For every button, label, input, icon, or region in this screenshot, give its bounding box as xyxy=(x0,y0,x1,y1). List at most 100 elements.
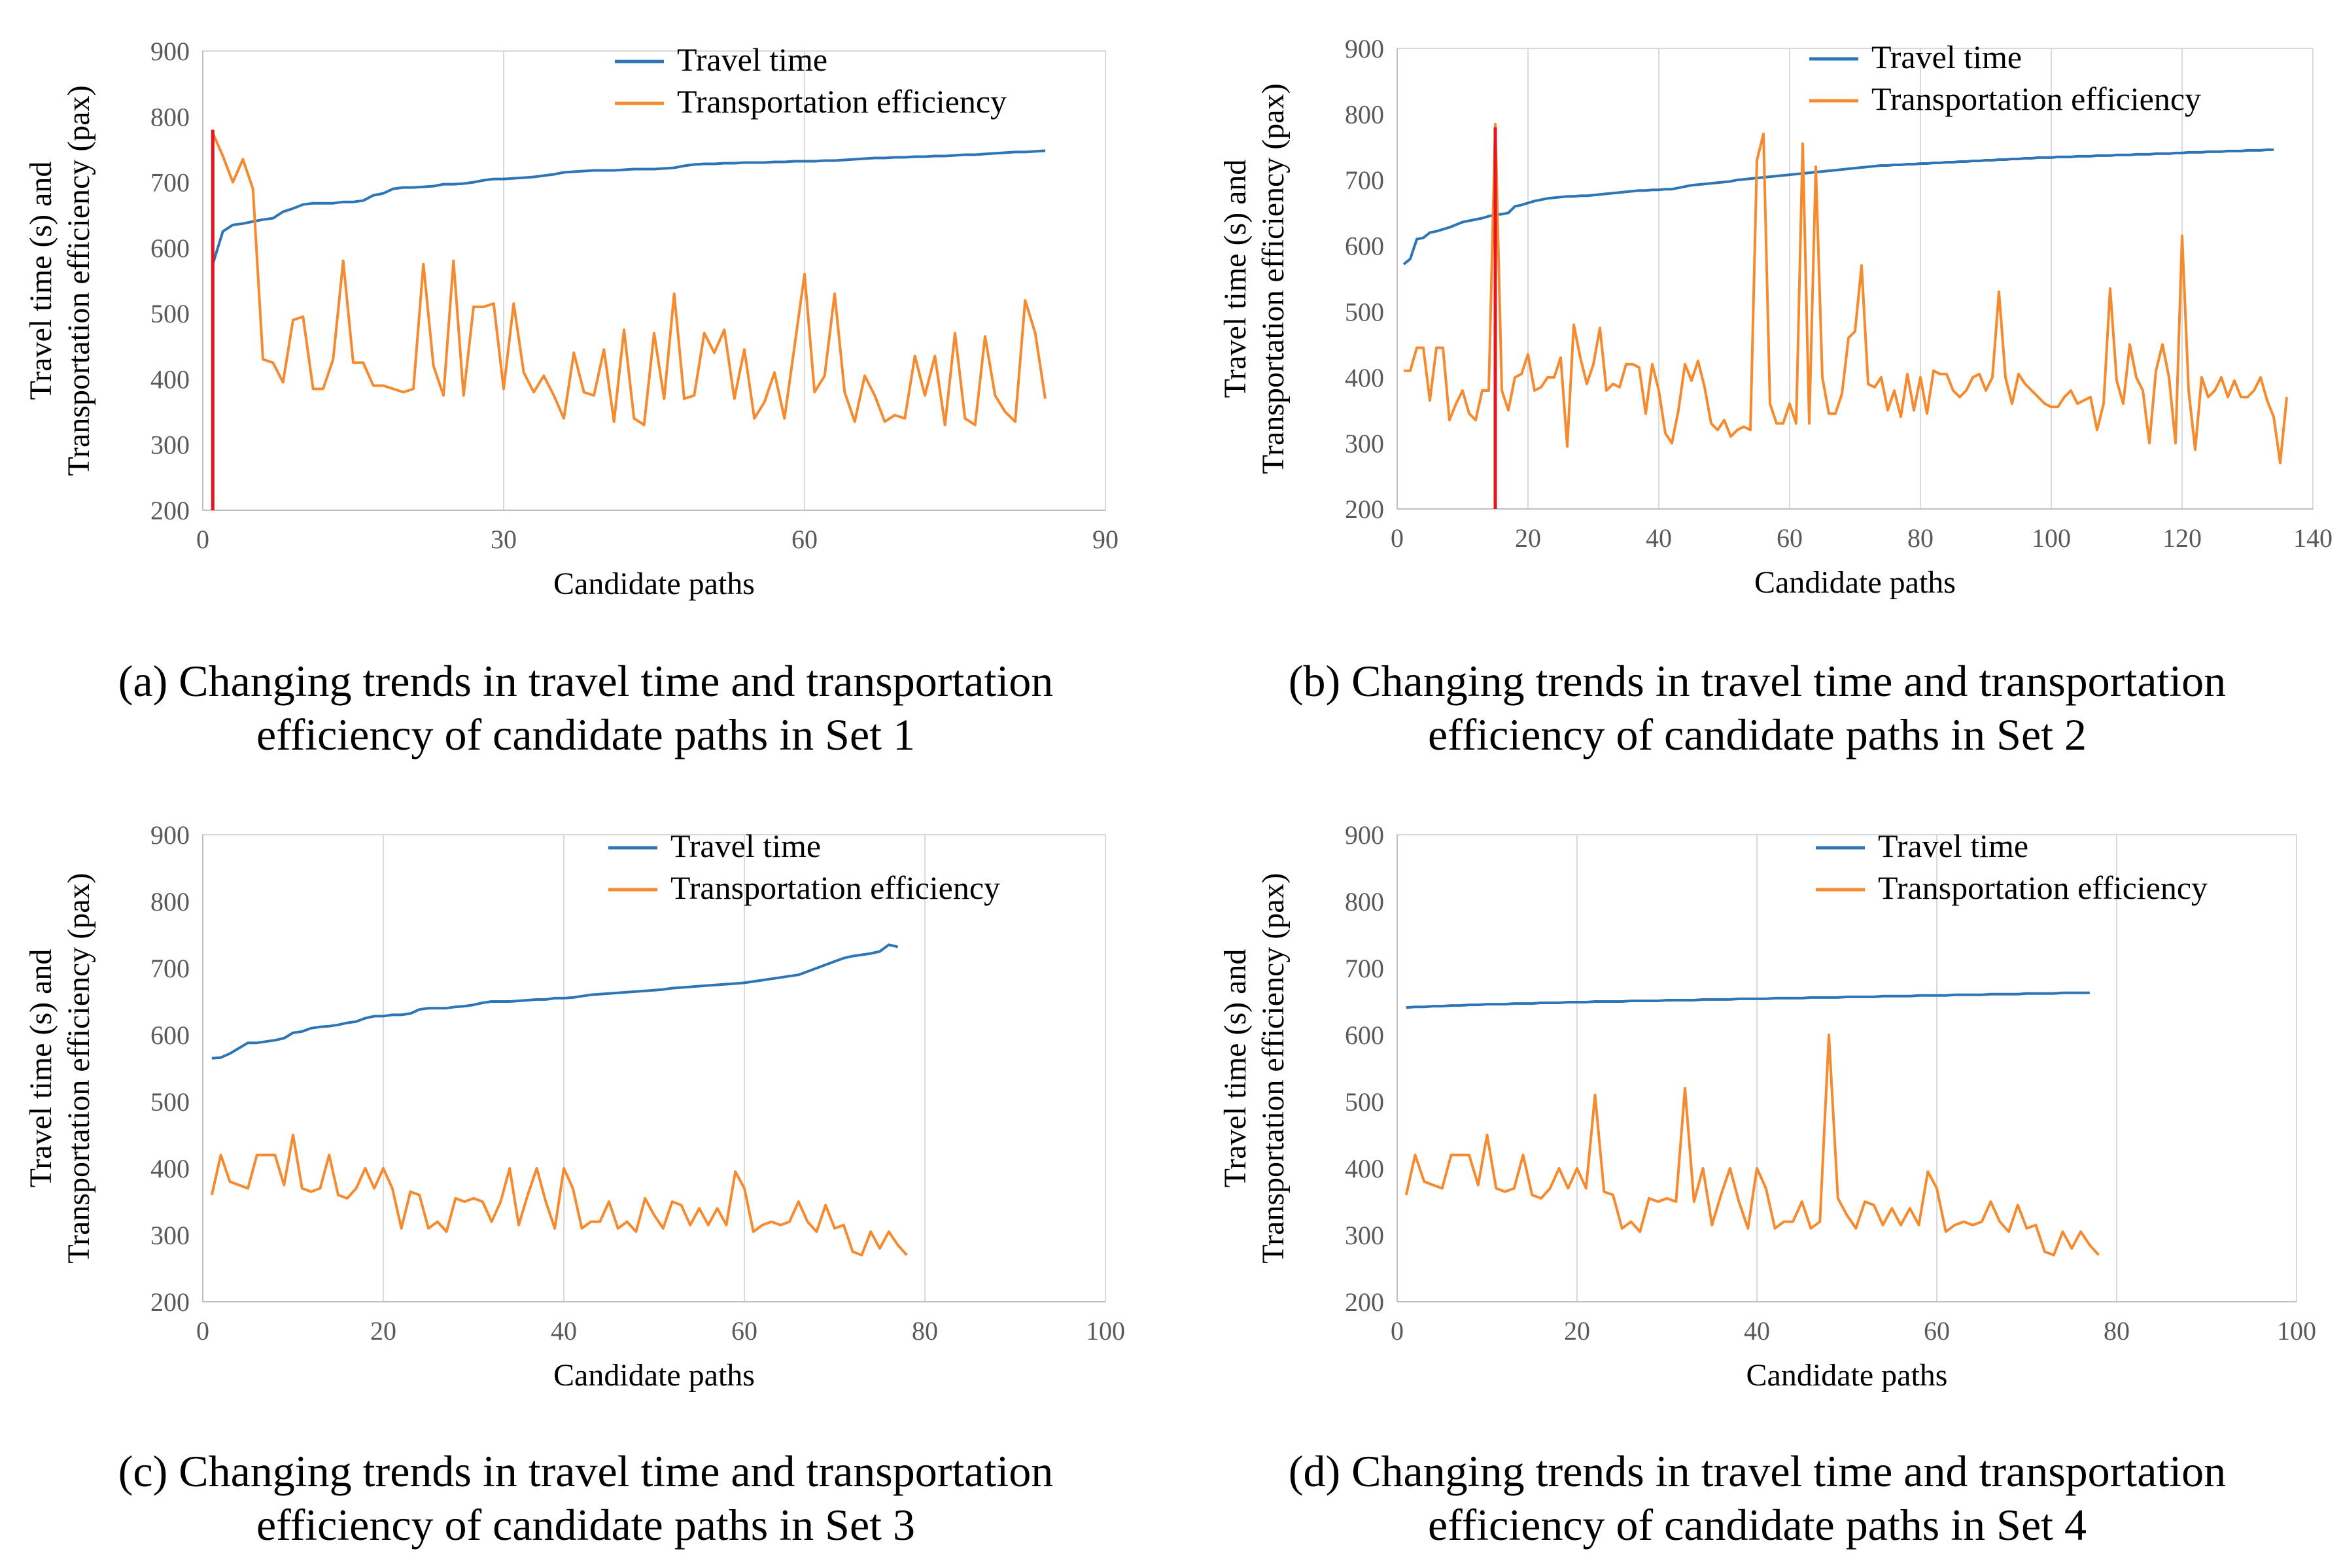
y-tick-label: 300 xyxy=(150,1221,190,1250)
y-tick-label: 600 xyxy=(1345,1020,1384,1050)
series-line-transportation-efficiency xyxy=(210,1134,908,1257)
x-tick-label: 100 xyxy=(2277,1316,2316,1346)
chart-caption-b-line1: (b) Changing trends in travel time and t… xyxy=(1288,656,2227,706)
y-tick-label: 600 xyxy=(1345,232,1384,261)
x-tick-label: 40 xyxy=(551,1316,577,1346)
y-tick-label: 400 xyxy=(150,1154,190,1183)
x-tick-label: 120 xyxy=(2162,523,2202,553)
legend-entry: Travel time xyxy=(1871,39,2022,75)
y-tick-label: 400 xyxy=(150,364,190,394)
chart-caption-c-line2: efficiency of candidate paths in Set 3 xyxy=(256,1500,916,1550)
series-line-travel-time xyxy=(211,149,1046,265)
series-line-transportation-efficiency xyxy=(211,132,1047,427)
y-axis-label-line: Travel time (s) and xyxy=(24,162,58,400)
y-tick-label: 800 xyxy=(150,887,190,916)
y-tick-label: 300 xyxy=(1345,1221,1384,1250)
y-tick-label: 200 xyxy=(1345,495,1384,524)
y-axis-label: Travel time (s) and Transportation effici… xyxy=(24,873,96,1263)
x-tick-label: 60 xyxy=(731,1316,757,1346)
chart-svg-a: 0 30 60 90 200 300 400 500 600 700 800 900 Candidate… xyxy=(24,37,1119,601)
y-tick-label: 300 xyxy=(1345,428,1384,458)
x-tick-label: 80 xyxy=(912,1316,938,1346)
y-tick-label: 500 xyxy=(150,1087,190,1117)
x-tick-label: 80 xyxy=(2104,1316,2130,1346)
chart-caption-c-line1: (c) Changing trends in travel time and t… xyxy=(118,1446,1054,1496)
y-axis-label-line: Transportation efficiency (pax) xyxy=(1256,873,1291,1263)
chart-caption-a-line2: efficiency of candidate paths in Set 1 xyxy=(256,710,916,759)
y-tick-label: 900 xyxy=(1345,820,1384,850)
legend-entry: Travel time xyxy=(677,41,827,78)
y-tick-label: 800 xyxy=(150,102,190,131)
y-tick-label: 600 xyxy=(150,1020,190,1050)
x-tick-label: 20 xyxy=(370,1316,396,1346)
chart-caption-b-line2: efficiency of candidate paths in Set 2 xyxy=(1427,710,2087,759)
y-tick-label: 700 xyxy=(150,168,190,198)
legend-entry: Travel time xyxy=(1878,828,2028,864)
y-axis-label: Travel time (s) and Transportation effici… xyxy=(24,85,96,476)
x-tick-label: 40 xyxy=(1744,1316,1770,1346)
y-tick-label: 500 xyxy=(1345,297,1384,326)
x-tick-label: 60 xyxy=(1777,523,1803,553)
y-tick-label: 800 xyxy=(1345,887,1384,916)
y-tick-label: 200 xyxy=(150,1287,190,1317)
x-tick-label: 140 xyxy=(2293,523,2333,553)
y-tick-label: 700 xyxy=(1345,166,1384,195)
series-line-travel-time xyxy=(1406,991,2090,1009)
legend-entry: Transportation efficiency xyxy=(670,869,1000,906)
y-tick-label: 700 xyxy=(1345,954,1384,983)
series-line-travel-time xyxy=(211,943,899,1060)
y-axis-label-line: Transportation efficiency (pax) xyxy=(61,873,96,1263)
chart-svg-c: 0 20 40 60 80 100 200 300 400 500 600 700 800 900 Cand… xyxy=(24,820,1125,1393)
legend-entry: Transportation efficiency xyxy=(1871,80,2201,117)
y-tick-label: 900 xyxy=(150,820,190,850)
x-tick-label: 60 xyxy=(791,525,818,554)
x-axis-label: Candidate paths xyxy=(1746,1358,1948,1393)
y-tick-label: 600 xyxy=(150,234,190,263)
series-line-transportation-efficiency xyxy=(1404,122,2288,464)
y-axis-label-line: Travel time (s) and xyxy=(1218,160,1253,398)
chart-caption-d-line1: (d) Changing trends in travel time and t… xyxy=(1288,1446,2227,1496)
x-axis-label: Candidate paths xyxy=(553,1358,755,1393)
x-tick-label: 0 xyxy=(196,1316,209,1346)
legend-entry: Travel time xyxy=(670,828,821,864)
y-axis-label: Travel time (s) and Transportation effici… xyxy=(1218,873,1291,1263)
legend-entry: Transportation efficiency xyxy=(1878,869,2208,906)
y-axis-label: Travel time (s) and Transportation effici… xyxy=(1218,83,1291,474)
y-tick-label: 500 xyxy=(150,299,190,328)
x-tick-label: 30 xyxy=(491,525,517,554)
y-tick-label: 500 xyxy=(1345,1087,1384,1117)
x-tick-label: 0 xyxy=(196,525,209,554)
chart-caption-d-line2: efficiency of candidate paths in Set 4 xyxy=(1427,1500,2087,1550)
series-line-travel-time xyxy=(1402,148,2274,266)
series-line-transportation-efficiency xyxy=(1404,1034,2100,1257)
chart-svg-b: 0 20 40 60 80 100 120 140 200 300 400 500 600 700 800 9… xyxy=(1218,34,2333,600)
chart-caption-a: (a) Changing trends in travel time and t… xyxy=(0,654,1172,761)
x-tick-label: 0 xyxy=(1391,1316,1404,1346)
y-axis-label-line: Transportation efficiency (pax) xyxy=(61,85,96,476)
x-tick-label: 20 xyxy=(1564,1316,1590,1346)
chart-svg-d: 0 20 40 60 80 100 200 300 400 500 600 700 800 900 Cand… xyxy=(1218,820,2316,1393)
y-tick-label: 800 xyxy=(1345,100,1384,130)
y-tick-label: 200 xyxy=(1345,1287,1384,1317)
x-tick-label: 90 xyxy=(1092,525,1119,554)
y-axis-label-line: Travel time (s) and xyxy=(1218,949,1253,1188)
y-axis-label-line: Travel time (s) and xyxy=(24,949,58,1188)
x-axis-label: Candidate paths xyxy=(553,566,755,601)
y-tick-label: 900 xyxy=(150,37,190,66)
chart-caption-d: (d) Changing trends in travel time and t… xyxy=(1172,1444,2343,1552)
chart-caption-c: (c) Changing trends in travel time and t… xyxy=(0,1444,1172,1552)
x-tick-label: 60 xyxy=(1924,1316,1950,1346)
y-axis-label-line: Transportation efficiency (pax) xyxy=(1256,83,1291,474)
y-tick-label: 300 xyxy=(150,430,190,460)
x-tick-label: 80 xyxy=(1907,523,1934,553)
y-tick-label: 700 xyxy=(150,954,190,983)
x-tick-label: 100 xyxy=(1086,1316,1125,1346)
y-tick-label: 200 xyxy=(150,496,190,525)
x-axis-label: Candidate paths xyxy=(1754,565,1956,600)
chart-panel-d: 0 20 40 60 80 100 200 300 400 500 600 700 800 900 Cand… xyxy=(1172,784,2343,1568)
x-tick-label: 100 xyxy=(2032,523,2071,553)
y-tick-label: 900 xyxy=(1345,34,1384,63)
y-tick-label: 400 xyxy=(1345,363,1384,392)
y-tick-label: 400 xyxy=(1345,1154,1384,1183)
chart-panel-c: 0 20 40 60 80 100 200 300 400 500 600 700 800 900 Cand… xyxy=(0,784,1172,1568)
